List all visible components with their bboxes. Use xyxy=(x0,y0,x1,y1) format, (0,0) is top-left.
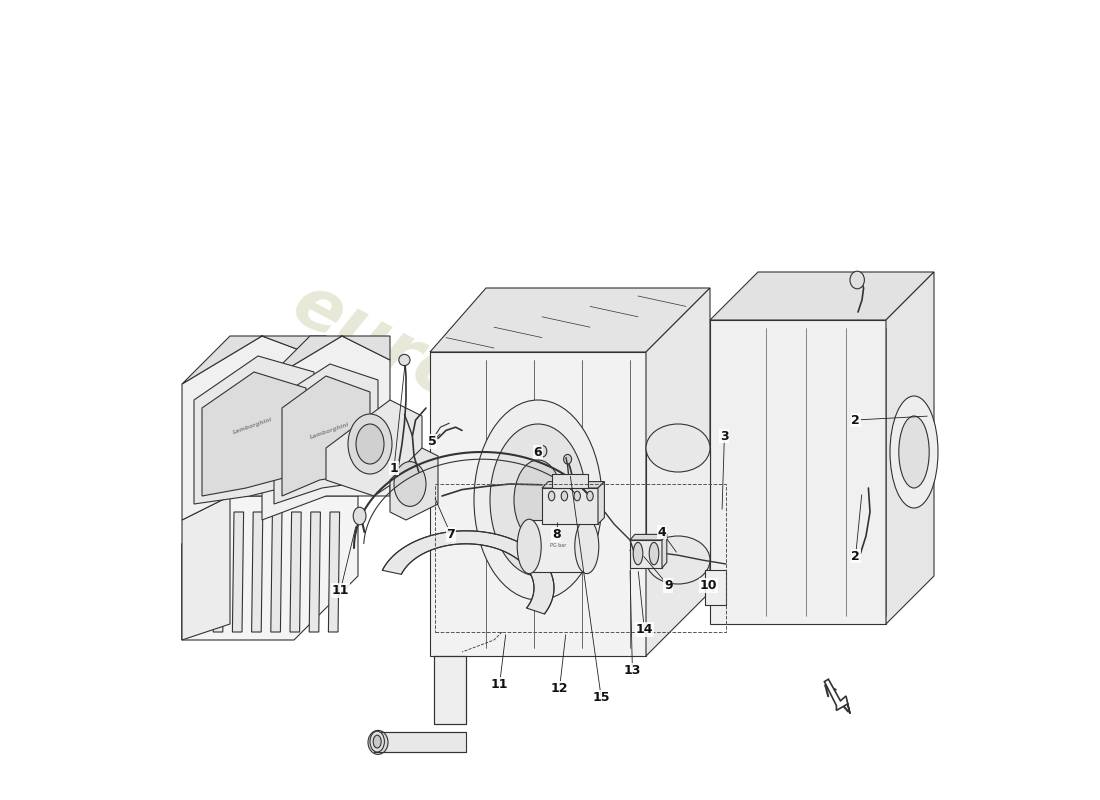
Polygon shape xyxy=(182,336,326,384)
Polygon shape xyxy=(182,496,358,640)
Ellipse shape xyxy=(575,519,598,574)
Text: 11: 11 xyxy=(332,584,349,597)
Ellipse shape xyxy=(563,454,572,464)
Polygon shape xyxy=(232,512,243,632)
Ellipse shape xyxy=(574,491,581,501)
Ellipse shape xyxy=(646,536,710,584)
Polygon shape xyxy=(630,540,662,568)
Polygon shape xyxy=(182,336,326,520)
Ellipse shape xyxy=(539,446,547,457)
Polygon shape xyxy=(383,531,554,614)
Polygon shape xyxy=(630,534,667,540)
Polygon shape xyxy=(705,570,726,605)
Polygon shape xyxy=(182,496,230,640)
Polygon shape xyxy=(886,272,934,624)
Ellipse shape xyxy=(517,519,541,574)
Ellipse shape xyxy=(353,507,366,525)
Polygon shape xyxy=(710,320,886,624)
Polygon shape xyxy=(329,512,340,632)
Polygon shape xyxy=(326,400,422,496)
Polygon shape xyxy=(824,679,850,714)
Polygon shape xyxy=(262,336,390,384)
Polygon shape xyxy=(646,448,710,560)
Ellipse shape xyxy=(549,491,554,501)
Text: 6: 6 xyxy=(534,446,542,458)
Ellipse shape xyxy=(370,731,384,752)
Text: 10: 10 xyxy=(700,579,717,592)
Text: Lamborghini: Lamborghini xyxy=(309,422,351,439)
Ellipse shape xyxy=(490,424,586,576)
Text: Lamborghini: Lamborghini xyxy=(232,417,273,434)
Ellipse shape xyxy=(348,414,392,474)
Polygon shape xyxy=(290,512,301,632)
Text: 12: 12 xyxy=(551,682,569,694)
Polygon shape xyxy=(434,656,466,724)
Ellipse shape xyxy=(899,416,930,488)
Polygon shape xyxy=(529,520,586,572)
Text: 5: 5 xyxy=(428,435,437,448)
Ellipse shape xyxy=(368,730,388,754)
Polygon shape xyxy=(282,376,370,496)
Text: 8: 8 xyxy=(552,528,561,541)
Text: 13: 13 xyxy=(624,664,641,677)
Polygon shape xyxy=(271,512,282,632)
Polygon shape xyxy=(274,364,378,504)
Polygon shape xyxy=(430,352,646,656)
Text: PG bar: PG bar xyxy=(550,543,566,548)
Polygon shape xyxy=(430,288,710,352)
Polygon shape xyxy=(390,448,438,520)
Polygon shape xyxy=(309,512,320,632)
Polygon shape xyxy=(551,474,588,488)
Text: a passion...: a passion... xyxy=(427,426,594,534)
Text: euroimgas: euroimgas xyxy=(280,269,692,531)
Text: 2: 2 xyxy=(851,550,860,562)
Polygon shape xyxy=(646,288,710,656)
Polygon shape xyxy=(194,356,314,504)
Ellipse shape xyxy=(646,424,710,472)
Polygon shape xyxy=(710,272,934,320)
Polygon shape xyxy=(598,482,604,524)
Text: 2: 2 xyxy=(851,414,860,426)
Ellipse shape xyxy=(399,354,410,366)
Polygon shape xyxy=(662,534,667,568)
Ellipse shape xyxy=(890,396,938,508)
Ellipse shape xyxy=(514,460,562,540)
Text: 7: 7 xyxy=(447,528,455,541)
Polygon shape xyxy=(202,372,306,496)
Text: 15: 15 xyxy=(593,691,609,704)
Text: 3: 3 xyxy=(720,430,728,442)
Polygon shape xyxy=(213,512,224,632)
Polygon shape xyxy=(194,512,206,632)
Ellipse shape xyxy=(474,400,602,600)
Polygon shape xyxy=(252,512,263,632)
Ellipse shape xyxy=(850,271,865,289)
Ellipse shape xyxy=(649,542,659,565)
Polygon shape xyxy=(374,732,466,752)
Text: 4: 4 xyxy=(658,526,667,538)
Polygon shape xyxy=(262,336,390,520)
Ellipse shape xyxy=(634,542,642,565)
Ellipse shape xyxy=(373,735,382,748)
Polygon shape xyxy=(542,488,598,524)
Polygon shape xyxy=(182,496,230,640)
Polygon shape xyxy=(542,482,604,488)
Ellipse shape xyxy=(561,491,568,501)
Text: 1: 1 xyxy=(389,462,398,474)
Text: 9: 9 xyxy=(664,579,673,592)
Ellipse shape xyxy=(394,462,426,506)
Text: 11: 11 xyxy=(491,678,508,690)
Text: 14: 14 xyxy=(636,623,653,636)
Ellipse shape xyxy=(356,424,384,464)
Ellipse shape xyxy=(586,491,593,501)
